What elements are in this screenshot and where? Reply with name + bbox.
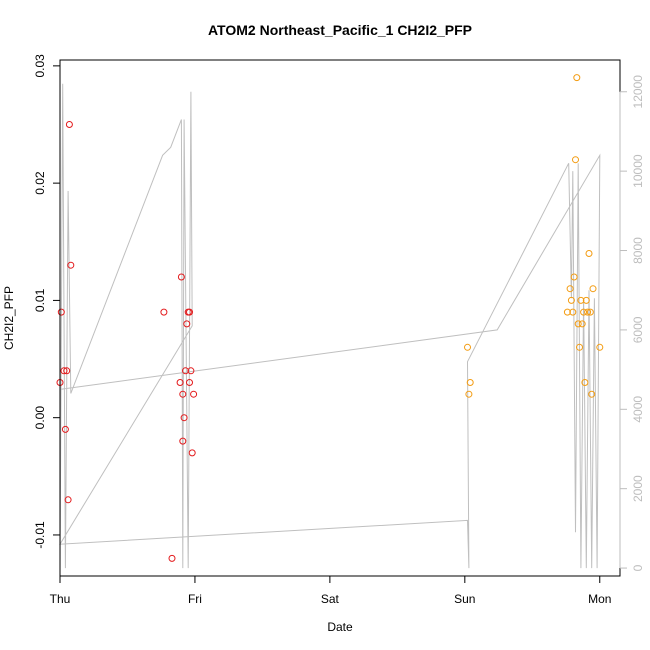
data-point-s0-11 [177,273,185,281]
data-point-s1-19 [586,308,594,316]
data-point-s0-19 [186,379,193,386]
right-y-axis: 0 2000 4000 6000 8000 10000 12000 [619,75,645,571]
right-y-tick-label-5: 10000 [631,154,645,188]
data-point-s0-15 [182,367,189,375]
data-point-s0-13 [179,437,187,445]
x-tick-label-1: Fri [188,592,202,606]
altitude-line [59,83,601,569]
data-point-s1-20 [588,390,596,398]
data-point-s1-9 [573,74,581,82]
data-point-s0-4 [63,367,71,375]
data-point-s0-2 [60,367,68,375]
y-tick-label-0: -0.01 [33,521,47,549]
data-point-s0-6 [65,121,73,128]
data-point-s1-21 [589,285,597,293]
data-point-s0-1 [57,308,65,316]
data-point-s0-3 [61,425,69,433]
data-point-s0-7 [67,261,75,269]
y-tick-label-1: 0.00 [33,406,47,430]
x-tick-label-2: Sat [321,592,340,606]
data-point-s1-6 [569,308,577,316]
data-point-s1-5 [567,296,575,304]
data-point-s1-18 [585,250,593,257]
data-point-s1-12 [577,296,585,304]
data-point-s1-16 [582,296,590,304]
data-point-s0-18 [186,308,193,316]
data-point-s1-14 [580,308,588,316]
data-point-s1-13 [578,320,586,328]
data-point-s1-1 [465,390,473,398]
y-tick-label-2: 0.01 [33,288,47,312]
y-axis: -0.01 0.00 0.01 0.02 0.03 [33,54,61,549]
right-y-tick-label-4: 8000 [631,237,645,264]
data-point-s0-12 [179,390,187,398]
x-tick-label-4: Mon [588,592,611,606]
y-tick-label-3: 0.02 [33,171,47,195]
right-y-tick-label-6: 12000 [631,75,645,109]
right-y-tick-label-1: 2000 [631,475,645,502]
x-axis-label: Date [327,620,353,634]
right-y-tick-label-0: 0 [631,564,645,571]
data-point-s1-10 [574,320,582,328]
data-point-s1-11 [576,343,583,351]
data-point-s1-3 [563,308,571,316]
data-point-s0-10 [176,379,184,386]
data-point-s1-4 [566,285,574,293]
data-point-s1-2 [466,379,474,386]
y-tick-label-4: 0.03 [33,54,47,78]
data-point-s1-7 [570,273,578,281]
data-point-s0-21 [188,449,196,457]
altitude-line-layer [59,83,601,569]
x-tick-label-0: Thu [50,592,71,606]
data-point-s1-8 [572,156,579,164]
data-point-s1-17 [584,308,592,316]
data-point-s1-22 [596,343,604,351]
data-point-s0-20 [187,367,195,375]
data-point-s0-9 [168,554,176,562]
right-y-tick-label-3: 6000 [631,316,645,343]
data-point-s0-16 [183,320,191,328]
data-point-s1-0 [464,343,471,351]
data-point-s0-22 [190,390,198,398]
x-axis: Thu Fri Sat Sun Mon [50,575,611,606]
data-point-s0-5 [64,496,72,504]
data-point-s0-8 [160,308,168,316]
chart-title: ATOM2 Northeast_Pacific_1 CH2I2_PFP [208,22,472,38]
data-point-s1-15 [581,379,589,386]
y-axis-label: CH2I2_PFP [2,286,16,350]
x-tick-label-3: Sun [454,592,475,606]
data-point-s0-14 [180,414,188,422]
right-y-tick-label-2: 4000 [631,396,645,423]
